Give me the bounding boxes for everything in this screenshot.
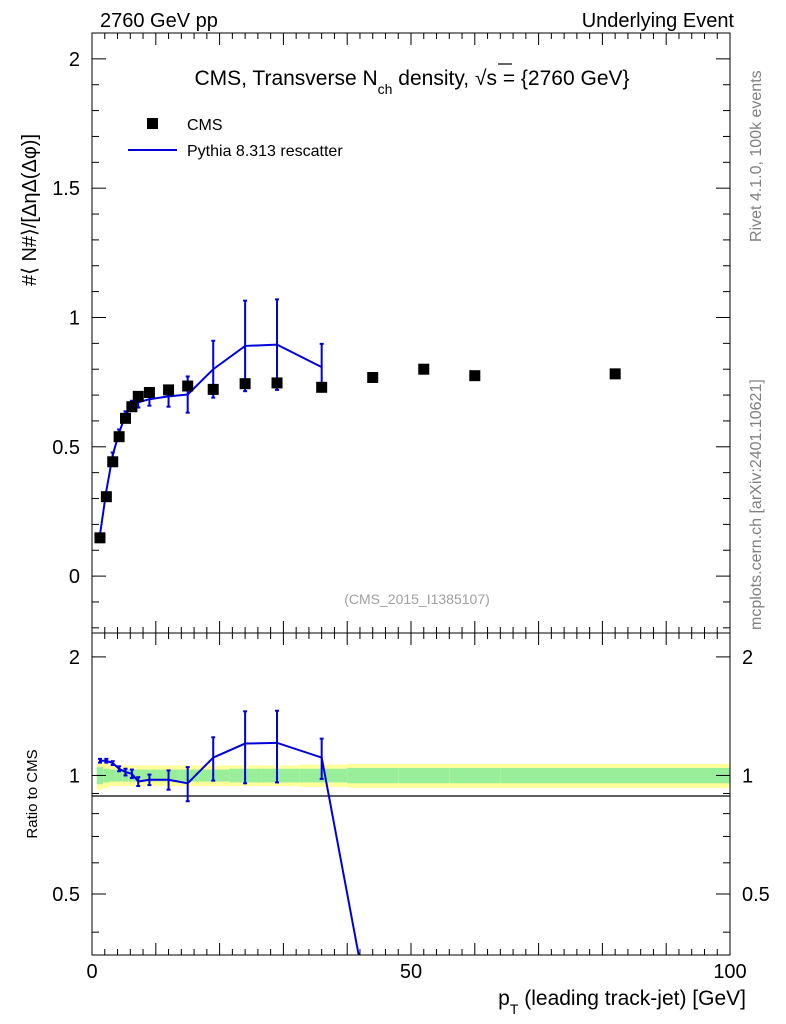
cms-data-point	[207, 383, 219, 395]
main-panel: 0 0.5 1 1.5 2 CMS, Transverse Nch density, √…	[19, 32, 731, 634]
legend-label-pythia: Pythia 8.313 rescatter	[187, 143, 343, 160]
x-tick-label: 0	[86, 961, 97, 983]
main-y-tick-label: 1	[69, 307, 80, 329]
title-subscript: ch	[378, 81, 393, 97]
ratio-uncertainty-band-inner	[135, 769, 142, 782]
cms-data-point	[119, 412, 131, 424]
ratio-uncertainty-band-inner	[398, 767, 450, 784]
ratio-uncertainty-band-inner	[449, 767, 501, 784]
cms-data-point	[418, 363, 430, 375]
ratio-x-tick-labels: 0 50 100	[86, 961, 746, 983]
ratio-uncertainty-band-inner	[261, 768, 300, 783]
cms-data-point	[271, 377, 283, 389]
ratio-uncertainty-band-inner	[500, 767, 730, 784]
title-sqrt: √s	[475, 67, 497, 90]
main-y-tick-label: 2	[69, 49, 80, 71]
cms-data-point	[143, 386, 155, 398]
cms-data-point	[132, 390, 144, 402]
cms-data-point	[107, 456, 119, 468]
ratio-axis-ticks	[91, 633, 731, 955]
title-tail: = {2760 GeV}	[497, 67, 630, 90]
cms-data-point	[609, 368, 621, 380]
ratio-uncertainty-band-inner	[115, 769, 123, 782]
ratio-y-tick-label-right: 1	[742, 765, 753, 787]
ratio-y-tick-label-right: 0.5	[742, 884, 770, 906]
ratio-panel: 0.5 0.5 1 1 2 2 0 50 100 Ratio to CMS pT (leadi…	[24, 632, 770, 1017]
x-label-suffix: (leading track-jet) [GeV]	[518, 987, 746, 1010]
legend-label-cms: CMS	[187, 117, 223, 134]
cms-data-point	[113, 431, 125, 443]
title-suffix: density,	[392, 67, 474, 90]
rivet-version-label: Rivet 4.1.0, 100k events	[748, 70, 765, 242]
analysis-watermark: (CMS_2015_I1385107)	[344, 591, 490, 607]
ratio-uncertainty-band-inner	[109, 769, 116, 782]
ratio-y-tick-labels: 0.5 0.5 1 1 2 2	[52, 647, 770, 906]
main-y-tick-label: 0.5	[52, 437, 80, 459]
ratio-y-tick-label-left: 1	[69, 765, 80, 787]
ratio-uncertainty-band-inner	[299, 768, 348, 783]
cms-data-point	[100, 491, 112, 503]
plot-title: CMS, Transverse Nch density, √s = {2760 …	[194, 67, 629, 97]
x-tick-label: 50	[400, 961, 422, 983]
cms-data-point	[316, 381, 328, 393]
x-label-subscript: T	[510, 1001, 519, 1017]
main-y-tick-labels: 0 0.5 1 1.5 2	[52, 49, 80, 588]
pythia-line	[98, 343, 323, 535]
cms-data-point	[126, 401, 138, 413]
ratio-uncertainty-band-inner	[347, 767, 399, 784]
x-axis-label: pT (leading track-jet) [GeV]	[498, 987, 746, 1017]
mcplots-label: mcplots.cern.ch [arXiv:2401.10621]	[748, 379, 765, 630]
main-y-axis-label: #⟨ N#⟩/[ΔηΔ(Δφ)]	[19, 134, 41, 286]
ratio-y-axis-label: Ratio to CMS	[24, 749, 41, 838]
ratio-y-tick-label-right: 2	[742, 647, 753, 669]
x-tick-label: 100	[713, 961, 746, 983]
cms-data-point	[163, 384, 175, 396]
cms-data-point	[469, 370, 481, 382]
cms-data-point	[182, 380, 194, 392]
x-label-prefix: p	[498, 987, 510, 1010]
legend: CMS Pythia 8.313 rescatter	[128, 117, 343, 160]
ratio-uncertainty-band-inner	[103, 768, 110, 783]
cms-data-point	[239, 378, 251, 390]
title-prefix: CMS, Transverse N	[194, 67, 377, 90]
header-left: 2760 GeV pp	[100, 10, 218, 32]
main-axis-ticks	[91, 33, 731, 633]
ratio-uncertainty-band-inner	[179, 769, 199, 782]
ratio-y-tick-label-left: 2	[69, 647, 80, 669]
ratio-frame	[91, 632, 731, 956]
main-y-tick-label: 0	[69, 566, 80, 588]
legend-marker-cms	[147, 118, 158, 129]
ratio-y-tick-label-left: 0.5	[52, 884, 80, 906]
header-right: Underlying Event	[582, 10, 735, 32]
cms-data-point	[367, 371, 379, 383]
cms-data-point	[94, 532, 106, 544]
main-y-tick-label: 1.5	[52, 178, 80, 200]
